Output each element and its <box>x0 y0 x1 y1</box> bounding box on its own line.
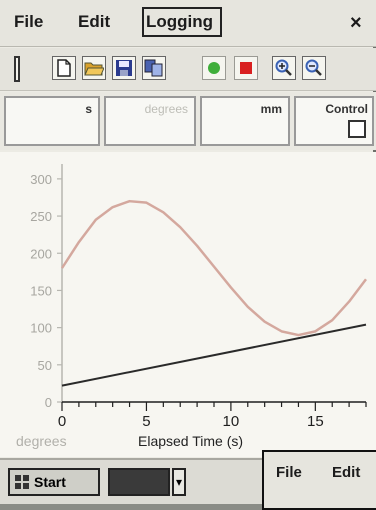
x-tick-label: 15 <box>307 413 324 430</box>
y-tick-label: 100 <box>30 321 52 336</box>
y-tick-label: 200 <box>30 246 52 261</box>
menu-logging[interactable]: Logging <box>146 12 214 31</box>
time-readout: s <box>4 96 100 146</box>
time-unit: s <box>85 102 92 116</box>
stop-logging-button[interactable] <box>234 56 258 80</box>
menubar: File Edit Logging × <box>0 0 376 47</box>
menu-logging-frame <box>142 7 222 37</box>
y-tick-label: 0 <box>45 395 52 410</box>
start-label: Start <box>34 474 66 490</box>
open-button[interactable] <box>82 56 106 80</box>
y-unit-label: degrees <box>16 433 67 449</box>
series-line-2 <box>61 323 367 387</box>
zoom-out-button[interactable] <box>302 56 326 80</box>
y-tick-label: 50 <box>38 358 52 373</box>
angle-unit: degrees <box>144 102 188 116</box>
x-tick-label: 0 <box>58 413 66 430</box>
save-button[interactable] <box>112 56 136 80</box>
copy-button[interactable] <box>142 56 166 80</box>
line-chart: 300 250 200 150 100 50 0 0 5 10 15 degrees Elapse… <box>16 164 367 449</box>
graph-area: 300 250 200 150 100 50 0 0 5 10 15 degrees Elapse… <box>0 152 376 457</box>
x-tick-label: 5 <box>142 413 150 430</box>
save-disk-icon <box>116 60 132 76</box>
zoom-in-icon <box>275 59 292 76</box>
angle-readout: degrees <box>104 96 196 146</box>
meter-readouts: s degrees mm Control <box>0 92 376 150</box>
zoom-out-icon <box>305 59 322 76</box>
control-label: Control <box>325 102 368 116</box>
toolbar <box>0 48 376 91</box>
taskbar-app-item[interactable] <box>108 468 170 496</box>
popup-window: File Edit <box>262 450 376 510</box>
popup-menu-edit[interactable]: Edit <box>332 464 361 481</box>
series-line-1 <box>60 199 367 337</box>
new-button[interactable] <box>52 56 76 80</box>
copy-icon <box>144 59 163 77</box>
control-checkbox[interactable] <box>348 120 366 138</box>
start-green-icon <box>208 62 220 74</box>
y-tick-label: 300 <box>30 172 52 187</box>
x-tick-label: 10 <box>223 413 240 430</box>
taskbar-dropdown-arrow[interactable]: ▾ <box>172 468 186 496</box>
windows-flag-icon <box>15 475 29 489</box>
y-tick-label: 150 <box>30 283 52 298</box>
popup-menu-file[interactable]: File <box>276 464 302 481</box>
menu-edit[interactable]: Edit <box>78 12 111 31</box>
distance-unit: mm <box>260 102 282 116</box>
start-button[interactable]: Start <box>8 468 100 496</box>
x-axis-title: Elapsed Time (s) <box>138 433 243 449</box>
start-logging-button[interactable] <box>202 56 226 80</box>
menu-file[interactable]: File <box>14 12 44 31</box>
open-folder-icon <box>84 62 104 76</box>
stop-red-icon <box>240 62 252 74</box>
new-doc-icon <box>57 59 71 77</box>
zoom-in-button[interactable] <box>272 56 296 80</box>
control-cell: Control <box>294 96 374 146</box>
toolbar-grip[interactable] <box>14 56 20 82</box>
close-button[interactable]: × <box>350 12 362 34</box>
distance-readout: mm <box>200 96 290 146</box>
y-tick-label: 250 <box>30 209 52 224</box>
